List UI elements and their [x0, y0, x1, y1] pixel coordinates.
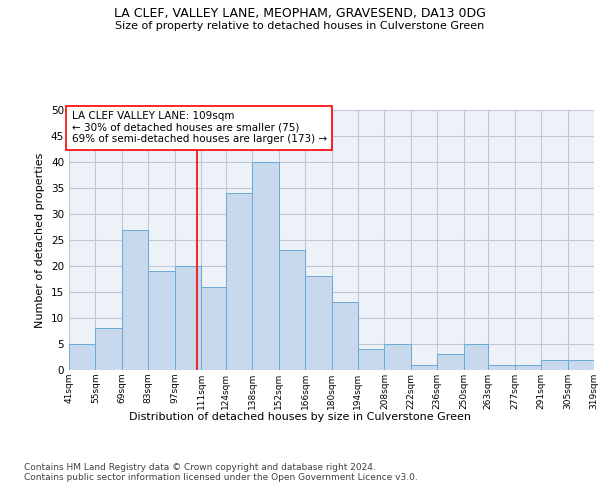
- Bar: [175, 266, 201, 370]
- Bar: [226, 193, 252, 370]
- Bar: [437, 354, 464, 370]
- Text: Contains HM Land Registry data © Crown copyright and database right 2024.
Contai: Contains HM Land Registry data © Crown c…: [24, 462, 418, 482]
- Text: LA CLEF VALLEY LANE: 109sqm
← 30% of detached houses are smaller (75)
69% of sem: LA CLEF VALLEY LANE: 109sqm ← 30% of det…: [71, 112, 327, 144]
- Bar: [122, 230, 148, 370]
- Bar: [95, 328, 122, 370]
- Bar: [488, 365, 515, 370]
- Y-axis label: Number of detached properties: Number of detached properties: [35, 152, 46, 328]
- Text: LA CLEF, VALLEY LANE, MEOPHAM, GRAVESEND, DA13 0DG: LA CLEF, VALLEY LANE, MEOPHAM, GRAVESEND…: [114, 8, 486, 20]
- Text: Distribution of detached houses by size in Culverstone Green: Distribution of detached houses by size …: [129, 412, 471, 422]
- Bar: [252, 162, 278, 370]
- Bar: [305, 276, 332, 370]
- Bar: [385, 344, 411, 370]
- Text: Size of property relative to detached houses in Culverstone Green: Size of property relative to detached ho…: [115, 21, 485, 31]
- Bar: [278, 250, 305, 370]
- Bar: [358, 349, 385, 370]
- Bar: [69, 344, 95, 370]
- Bar: [515, 365, 541, 370]
- Bar: [201, 287, 226, 370]
- Bar: [568, 360, 594, 370]
- Bar: [411, 365, 437, 370]
- Bar: [464, 344, 488, 370]
- Bar: [331, 302, 358, 370]
- Bar: [148, 271, 175, 370]
- Bar: [541, 360, 568, 370]
